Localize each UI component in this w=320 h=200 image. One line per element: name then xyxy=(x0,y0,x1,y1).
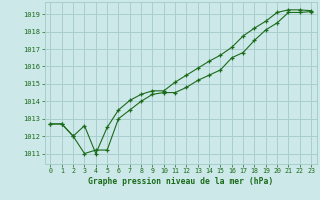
X-axis label: Graphe pression niveau de la mer (hPa): Graphe pression niveau de la mer (hPa) xyxy=(88,177,273,186)
